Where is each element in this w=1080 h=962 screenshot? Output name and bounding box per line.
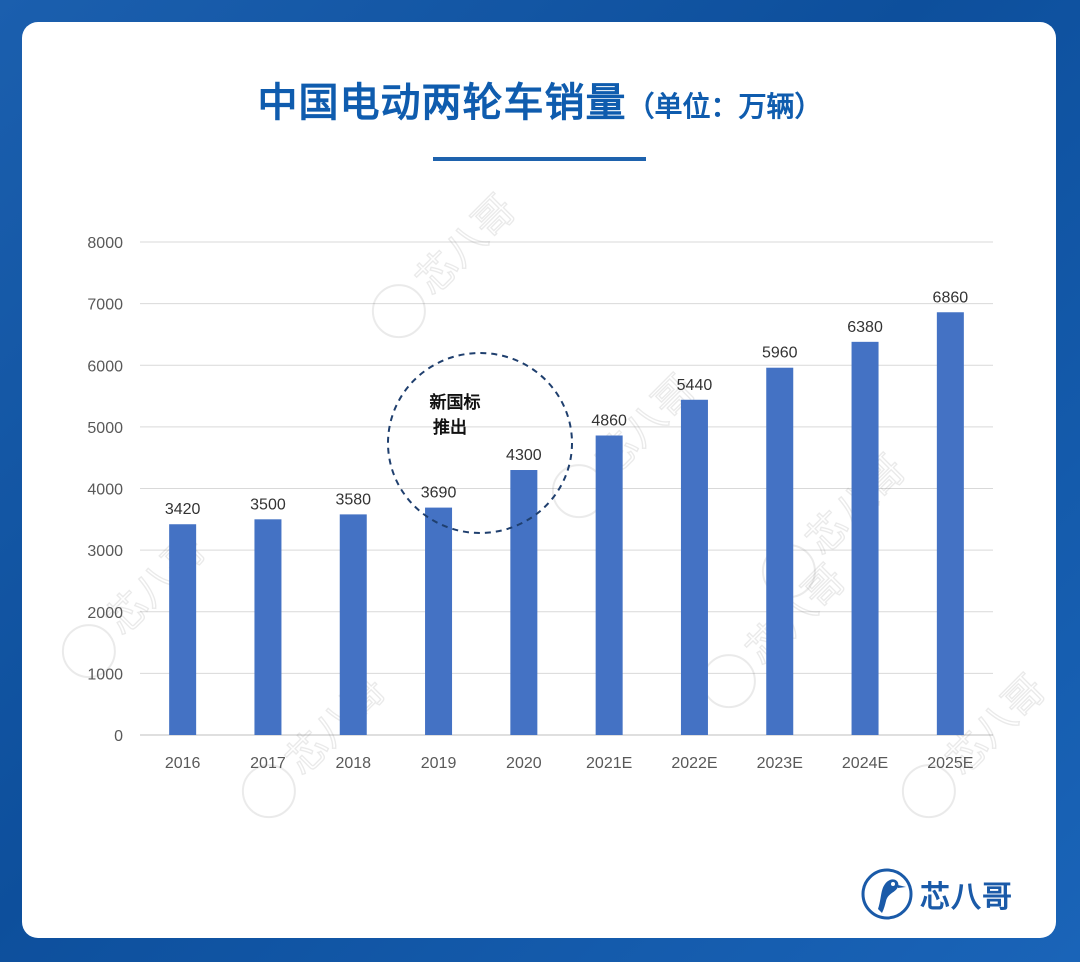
bar-2023E xyxy=(766,367,794,735)
annotation-line-2: 推出 xyxy=(433,417,467,438)
y-axis-ticks: 0 1000 2000 3000 4000 5000 6000 7000 8000 xyxy=(87,235,123,745)
bars xyxy=(169,312,964,735)
data-label-2024E: 6380 xyxy=(847,319,883,336)
x-tick-label-2019: 2019 xyxy=(421,755,457,772)
bar-2017 xyxy=(254,519,282,735)
bar-2025E xyxy=(936,312,964,735)
watermark-logo-icon xyxy=(701,654,756,709)
bird-logo-icon xyxy=(861,868,913,920)
x-tick-label-2017: 2017 xyxy=(250,755,286,772)
watermark: 芯八哥 xyxy=(371,186,525,339)
y-tick-label: 4000 xyxy=(87,482,123,499)
annotation-line-1: 新国标 xyxy=(430,392,481,413)
y-tick-label: 1000 xyxy=(87,666,123,683)
watermark: 芯八哥 xyxy=(901,666,1055,819)
data-label-2019: 3690 xyxy=(421,485,457,502)
x-tick-label-2020: 2020 xyxy=(506,755,542,772)
watermark-logo-icon xyxy=(371,284,426,339)
bar-2019 xyxy=(425,507,453,735)
x-tick-label-2025E: 2025E xyxy=(927,755,973,772)
y-tick-label: 2000 xyxy=(87,605,123,622)
watermark-text: 芯八哥 xyxy=(737,557,854,674)
data-label-2023E: 5960 xyxy=(762,345,798,362)
gridlines xyxy=(140,241,993,736)
bar-2022E xyxy=(680,399,708,735)
bar-2021E xyxy=(595,435,623,735)
watermarks: 芯八哥芯八哥芯八哥芯八哥芯八哥芯八哥芯八哥 xyxy=(61,186,1055,819)
chart-title: 中国电动两轮车销量（单位：万辆） xyxy=(0,70,1080,128)
x-tick-label-2018: 2018 xyxy=(335,755,371,772)
chart-title-unit: （单位：万辆） xyxy=(626,90,823,123)
data-labels: 3420 3500 3580 3690 4300 4860 5440 5960 6380 6860 xyxy=(165,289,968,518)
bar-2016 xyxy=(169,524,197,735)
data-label-2020: 4300 xyxy=(506,447,542,464)
brand-logo-text: 芯八哥 xyxy=(920,880,1013,915)
data-label-2021E: 4860 xyxy=(591,413,627,430)
watermark-logo-icon xyxy=(61,624,116,679)
chart-title-main: 中国电动两轮车销量 xyxy=(257,80,627,126)
brand-logo: 芯八哥 xyxy=(860,866,1013,922)
data-label-2017: 3500 xyxy=(250,496,286,513)
annotation-circle xyxy=(387,352,573,534)
y-tick-label: 8000 xyxy=(87,235,123,252)
y-tick-label: 7000 xyxy=(87,297,123,314)
x-tick-label-2024E: 2024E xyxy=(842,755,888,772)
x-axis-ticks: 2016 2017 2018 2019 2020 2021E 2022E 2023E 2024E… xyxy=(165,755,974,772)
chart-card xyxy=(22,22,1056,938)
data-label-2022E: 5440 xyxy=(677,377,713,394)
data-label-2018: 3580 xyxy=(335,491,371,508)
watermark-text: 芯八哥 xyxy=(407,187,524,304)
y-tick-label: 6000 xyxy=(87,358,123,375)
x-tick-label-2016: 2016 xyxy=(165,755,201,772)
data-label-2025E: 6860 xyxy=(933,289,969,306)
title-underline xyxy=(433,157,646,161)
data-label-2016: 3420 xyxy=(165,501,201,518)
x-tick-label-2023E: 2023E xyxy=(757,755,803,772)
y-tick-label: 5000 xyxy=(87,420,123,437)
watermark-logo-icon xyxy=(901,764,956,819)
x-tick-label-2021E: 2021E xyxy=(586,755,632,772)
y-tick-label: 0 xyxy=(114,728,123,745)
bar-2020 xyxy=(510,470,538,735)
y-tick-label: 3000 xyxy=(87,543,123,560)
bar-2018 xyxy=(339,514,367,735)
watermark-logo-icon xyxy=(241,764,296,819)
bar-2024E xyxy=(851,341,879,735)
x-tick-label-2022E: 2022E xyxy=(671,755,717,772)
annotation: 新国标 推出 xyxy=(387,352,573,534)
